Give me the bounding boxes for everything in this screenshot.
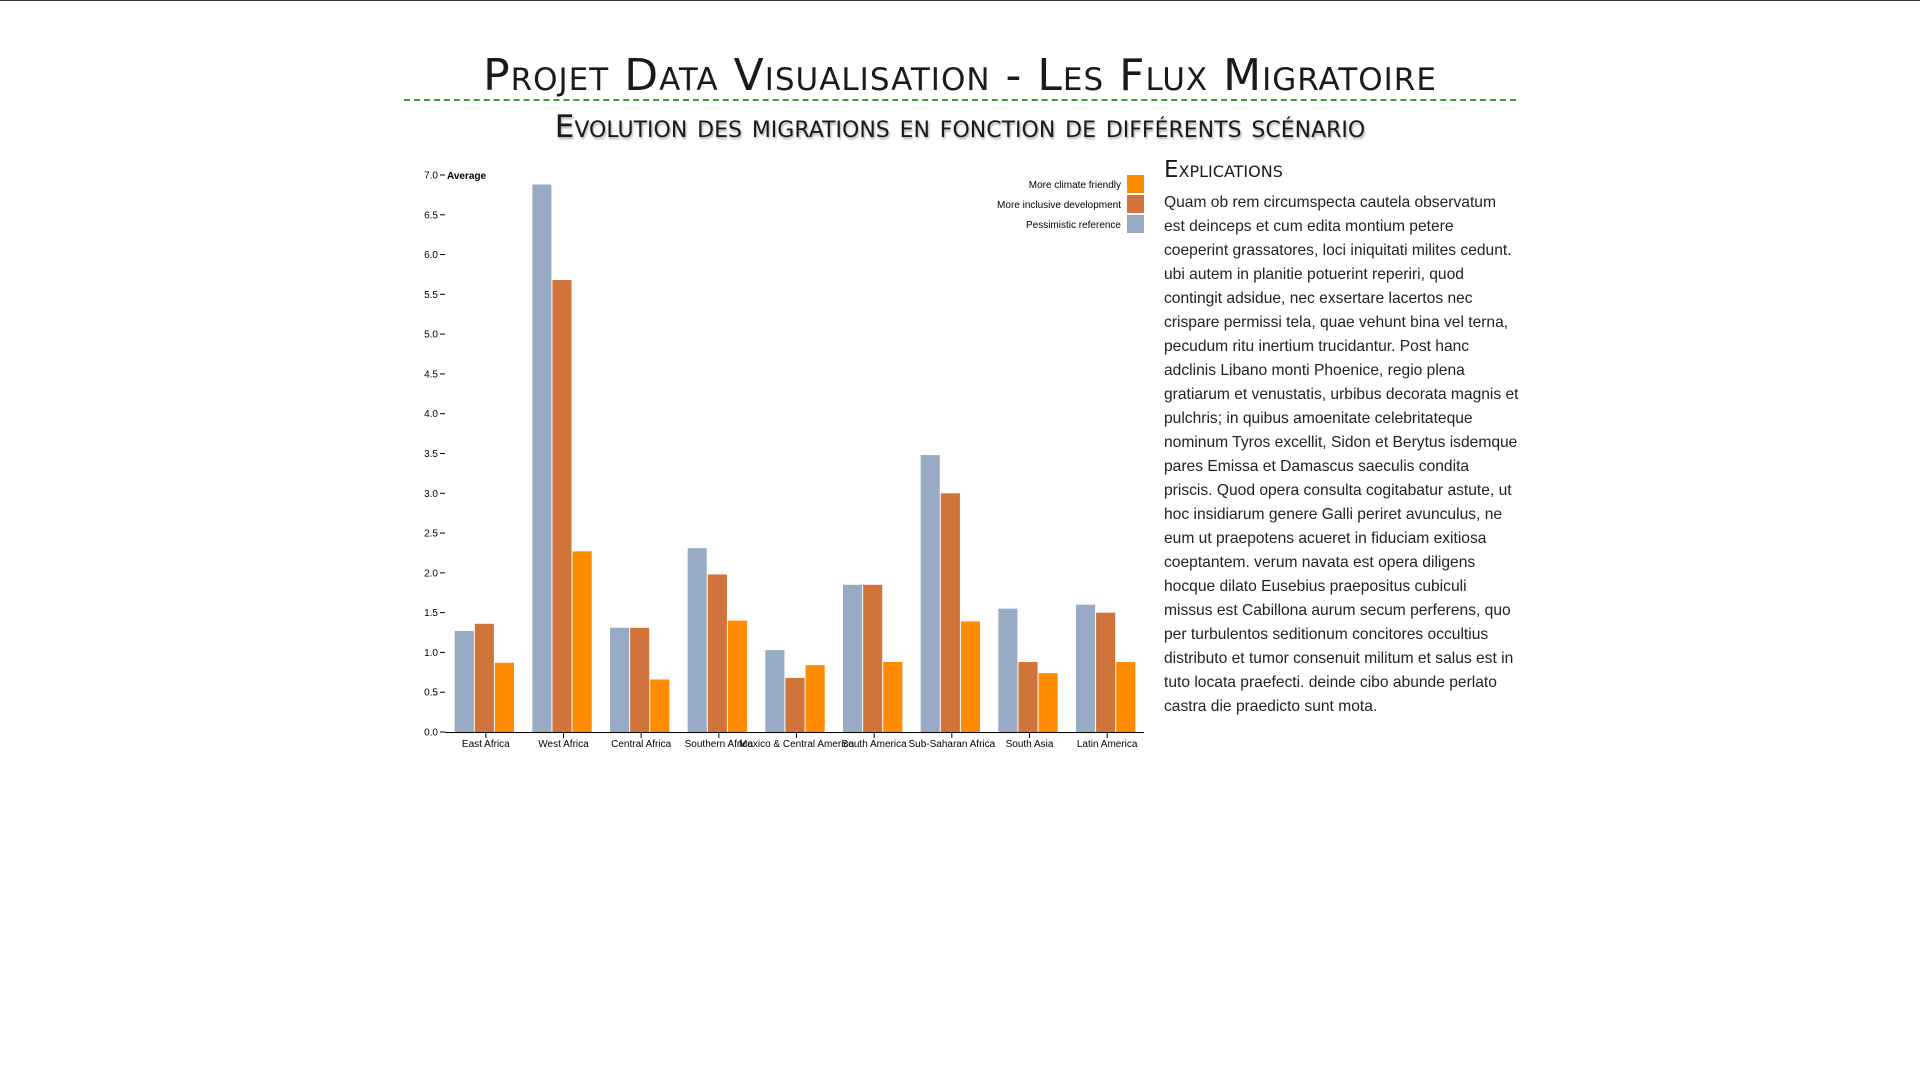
x-tick-label: Mexico & Central America: [739, 739, 854, 750]
bar: [785, 677, 805, 732]
bar: [1116, 661, 1136, 732]
y-axis-label: Average: [447, 171, 487, 182]
title-divider: [404, 99, 1516, 101]
y-tick-label: 1.5: [424, 608, 438, 619]
legend-label: Pessimistic reference: [1026, 220, 1121, 231]
bar: [474, 623, 494, 732]
x-tick-label: South Asia: [1006, 739, 1054, 750]
bar: [920, 455, 940, 732]
chart-title: Evolution des migrations en fonction de …: [554, 109, 1366, 145]
bar: [650, 679, 670, 732]
page-title: Projet Data Visualisation - Les Flux Mig…: [483, 50, 1437, 101]
y-tick-label: 1.0: [424, 648, 438, 659]
bar: [863, 584, 883, 732]
bar: [572, 551, 592, 732]
y-tick-label: 3.0: [424, 489, 438, 500]
y-tick-label: 6.0: [424, 250, 438, 261]
legend: More climate friendly More inclusive deve…: [997, 175, 1144, 233]
explications-panel: Explications Quam ob rem circumspecta ca…: [1164, 157, 1519, 719]
bar: [494, 662, 515, 732]
y-tick-label: 0.0: [424, 728, 438, 739]
bar: [454, 630, 474, 732]
bar: [805, 665, 825, 732]
y-tick-label: 7.0: [424, 171, 438, 182]
y-tick-label: 3.5: [424, 449, 438, 460]
bar: [552, 280, 572, 732]
legend-swatch: [1127, 215, 1144, 233]
bar: [1038, 673, 1058, 732]
bar: [1018, 661, 1038, 732]
bar: [1096, 612, 1116, 732]
y-axis: 0.0 0.5 1.0 1.5 2.0 2.5 3.0 3.5 4.0 4.5 5.0 5.5 6.0 6…: [424, 171, 486, 739]
bars: [454, 184, 1136, 732]
legend-swatch: [1127, 175, 1144, 193]
bar: [998, 608, 1018, 732]
y-tick-label: 5.5: [424, 290, 438, 301]
y-tick-label: 4.5: [424, 369, 438, 380]
x-axis: East Africa West Africa Central Africa Sout…: [445, 732, 1144, 750]
bar: [883, 661, 903, 732]
explications-title: Explications: [1164, 157, 1283, 183]
bar: [687, 548, 707, 732]
bar: [960, 621, 981, 732]
explications-text: Quam ob rem circumspecta cautela observa…: [1164, 193, 1519, 715]
bar: [765, 650, 785, 732]
x-tick-label: Sub-Saharan Africa: [908, 739, 995, 750]
y-tick-label: 5.0: [424, 330, 438, 341]
y-tick-label: 2.0: [424, 568, 438, 579]
x-tick-label: South America: [842, 739, 907, 750]
y-tick-label: 4.0: [424, 409, 438, 420]
bar: [940, 493, 960, 732]
bar: [630, 627, 650, 732]
legend-swatch: [1127, 195, 1144, 213]
y-tick-label: 2.5: [424, 529, 438, 540]
x-tick-label: East Africa: [462, 739, 510, 750]
x-tick-label: Southern Africa: [685, 739, 754, 750]
bar: [842, 584, 863, 732]
x-tick-label: Central Africa: [611, 739, 671, 750]
y-tick-label: 6.5: [424, 210, 438, 221]
bar: [609, 627, 630, 732]
bar: [532, 184, 552, 732]
y-tick-label: 0.5: [424, 688, 438, 699]
x-tick-label: West Africa: [538, 739, 589, 750]
bar: [727, 620, 748, 732]
bar-chart: 0.0 0.5 1.0 1.5 2.0 2.5 3.0 3.5 4.0 4.5 5.0 5.5 6.0 6…: [424, 171, 1144, 750]
bar: [707, 574, 727, 732]
bar: [1075, 604, 1096, 732]
legend-label: More climate friendly: [1029, 180, 1121, 191]
x-tick-label: Latin America: [1077, 739, 1138, 750]
legend-label: More inclusive development: [997, 200, 1121, 211]
